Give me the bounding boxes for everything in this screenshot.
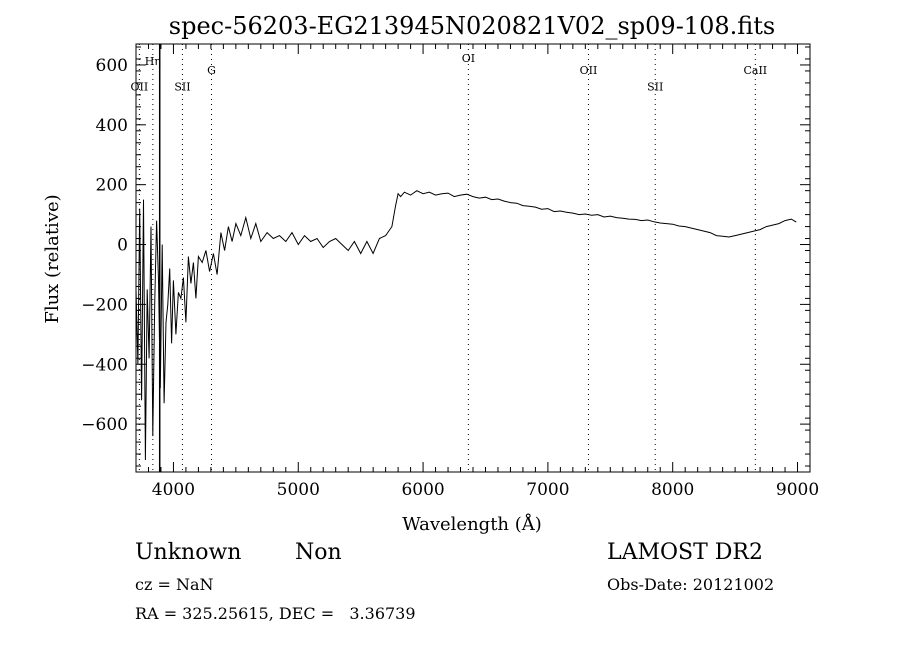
y-tick-label: 600 <box>96 56 128 76</box>
x-tick-label: 6000 <box>401 480 444 500</box>
y-tick-label: 200 <box>96 176 128 196</box>
y-tick-label: −400 <box>81 355 128 375</box>
subclass-text: Non <box>295 540 342 565</box>
chart-title: spec-56203-EG213945N020821V02_sp09-108.f… <box>169 12 775 40</box>
spectral-line-label: OII <box>580 64 598 77</box>
x-tick-label: 7000 <box>526 480 569 500</box>
spectral-line-label: G <box>207 64 216 77</box>
spectral-line-label: OII <box>131 80 149 93</box>
redshift-text: cz = NaN <box>135 575 214 594</box>
x-tick-label: 5000 <box>277 480 320 500</box>
coordinates-text: RA = 325.25615, DEC = 3.36739 <box>135 604 416 623</box>
spectrum-series-line <box>135 190 797 461</box>
y-tick-label: −600 <box>81 415 128 435</box>
spectral-line-label: SII <box>174 80 190 93</box>
survey-text: LAMOST DR2 <box>607 540 763 565</box>
plot-area: 4000 5000 6000 7000 8000 9000 −600 −400 −200 0 200… <box>81 43 819 500</box>
x-axis-label: Wavelength (Å) <box>402 513 542 535</box>
y-tick-label: 400 <box>96 116 128 136</box>
spectral-line-label: OI <box>462 52 475 65</box>
spectral-line-label: Hη <box>145 55 161 68</box>
spectral-line-label: CaII <box>743 64 767 77</box>
y-tick-label: 0 <box>117 236 128 256</box>
y-axis-label: Flux (relative) <box>42 194 63 323</box>
y-tick-label: −200 <box>81 295 128 315</box>
plot-frame <box>135 43 811 473</box>
x-tick-label: 9000 <box>776 480 819 500</box>
classification-text: Unknown <box>135 540 242 565</box>
spectral-line-label: SII <box>647 80 663 93</box>
x-tick-label: 8000 <box>651 480 694 500</box>
x-tick-label: 4000 <box>152 480 195 500</box>
obs-date-text: Obs-Date: 20121002 <box>607 575 775 594</box>
